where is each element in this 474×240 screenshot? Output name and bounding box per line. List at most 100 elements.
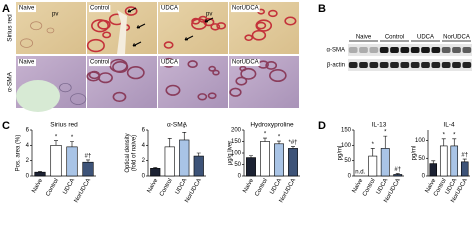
tissue-feature [197, 93, 208, 101]
tissue-feature [229, 87, 242, 97]
bar [34, 171, 46, 177]
blot-band [410, 62, 420, 68]
lane-label: Naive [356, 35, 372, 41]
label-box [89, 5, 111, 13]
significance-label: * [183, 126, 186, 132]
panel-label: A [2, 3, 10, 15]
bar [380, 148, 390, 177]
bar [66, 146, 78, 177]
arrow [132, 41, 142, 47]
error-bar [86, 159, 90, 163]
tissue-feature [46, 27, 55, 34]
y-axis-label: Optical density [125, 133, 131, 172]
y-tick-label: 6 [142, 128, 146, 134]
tissue-feature [268, 9, 278, 18]
error-bar [54, 140, 58, 146]
x-tick-label: Control [45, 178, 60, 198]
y-tick-label: 150 [231, 139, 242, 145]
x-tick-label: Naive [31, 177, 44, 194]
tissue-feature [240, 67, 257, 80]
row-label: α-SMA [7, 71, 14, 92]
significance-label: * [372, 142, 375, 148]
y-tick-label: 0 [422, 174, 426, 180]
error-bar [431, 160, 436, 164]
tissue-feature [70, 93, 87, 105]
significance-label: * [264, 132, 267, 138]
blot-band [390, 47, 399, 53]
bar [393, 174, 403, 177]
bar [150, 168, 161, 177]
micrograph-label: UDCA [161, 6, 178, 12]
tissue-feature [208, 65, 216, 72]
x-tick-label: UDCA [175, 178, 189, 196]
significance-label: n.d. [355, 170, 365, 176]
tissue-feature [30, 21, 43, 31]
significance-label: * [453, 132, 456, 138]
tissue-feature [207, 92, 217, 100]
panel-label: D [318, 120, 326, 132]
significance-label: * [278, 135, 281, 141]
y-tick-label: 50 [418, 156, 425, 162]
micrograph-label: Naive [19, 60, 35, 66]
bar [82, 161, 94, 177]
tissue-feature [102, 31, 112, 39]
vein [16, 80, 60, 112]
panel-label: B [318, 3, 326, 15]
y-tick-label: 0 [26, 174, 30, 180]
significance-label: * [55, 134, 58, 140]
blot-band [452, 62, 461, 68]
y-tick-label: 0 [238, 174, 242, 180]
error-bar [452, 138, 457, 146]
label-box [89, 59, 111, 67]
label-box [160, 5, 180, 13]
tissue-feature [251, 29, 267, 41]
error-bar [70, 141, 74, 147]
blot-band [359, 47, 368, 53]
arrow [136, 23, 146, 29]
error-bar [370, 148, 375, 157]
blot-band [421, 47, 430, 53]
significance-label: * [71, 135, 74, 141]
chart-title: IL-13 [372, 122, 387, 129]
y-tick-label: 100 [231, 151, 242, 157]
bar [260, 141, 270, 177]
micrograph-label: NorUDCA [232, 60, 259, 66]
row-label: Sirius red [7, 14, 14, 42]
chart-title: Hydroxyproline [250, 122, 294, 129]
pv-label: pv [52, 12, 58, 18]
error-bar [291, 146, 295, 149]
x-tick-label: Naive [242, 177, 255, 194]
bar [450, 145, 459, 177]
bar [429, 163, 438, 177]
tissue-feature [124, 6, 138, 16]
bar [164, 146, 175, 177]
error-bar [277, 140, 281, 144]
y-tick-label: 6 [26, 128, 30, 134]
tissue-feature [191, 18, 207, 30]
error-bar [263, 137, 267, 142]
error-bar [383, 135, 388, 149]
micrograph-label: NorUDCA [232, 6, 259, 12]
tissue-feature [86, 71, 101, 82]
tissue-feature [165, 84, 181, 96]
micrograph-label: Control [90, 60, 109, 66]
micrograph-label: Control [90, 6, 109, 12]
label-box [231, 5, 260, 13]
lane-label: UDCA [417, 35, 434, 41]
micrograph-label: UDCA [161, 60, 178, 66]
tissue-feature [284, 16, 297, 26]
x-tick-label: Control [159, 178, 174, 198]
tissue-feature [239, 65, 247, 72]
tissue-feature [20, 38, 34, 48]
label-box [231, 59, 260, 67]
tissue-feature [256, 21, 267, 30]
chart-title: Sirius red [50, 122, 78, 129]
lane-label: NorUDCA [443, 35, 470, 41]
label-box [18, 59, 37, 67]
significance-label: #† [85, 153, 92, 159]
arrow [204, 17, 214, 23]
y-axis-label: (fold of naive) [132, 135, 138, 171]
bar [368, 155, 378, 177]
y-tick-label: 200 [231, 128, 242, 134]
chart-title: α-SMA [167, 122, 188, 129]
